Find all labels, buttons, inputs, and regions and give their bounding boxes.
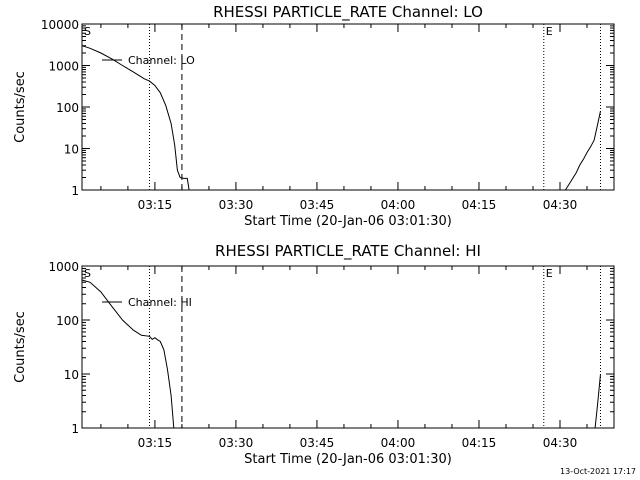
y-axis-label: Counts/sec — [13, 71, 28, 143]
x-tick-label: 04:00 — [381, 198, 416, 212]
legend-label: Channel: LO — [128, 54, 195, 67]
x-tick-label: 04:00 — [381, 436, 416, 450]
series-line — [81, 45, 190, 191]
x-tick-label: 04:15 — [462, 198, 497, 212]
marker-label: E — [546, 25, 553, 38]
x-tick-label: 03:30 — [219, 436, 254, 450]
x-tick-label: 03:15 — [138, 436, 173, 450]
y-tick-label: 10 — [64, 368, 79, 382]
x-tick-label: 03:30 — [219, 198, 254, 212]
series-line — [594, 373, 601, 429]
y-axis-label: Counts/sec — [13, 311, 28, 383]
legend-label: Channel: HI — [128, 296, 192, 309]
y-tick-label: 10 — [64, 143, 79, 157]
chart-panel-hi: RHESSI PARTICLE_RATE Channel: HI 1 10 100 10… — [13, 242, 615, 467]
x-tick-label: 04:15 — [462, 436, 497, 450]
y-tick-label: 1000 — [48, 60, 79, 74]
chart-title: RHESSI PARTICLE_RATE Channel: LO — [213, 3, 483, 22]
series-line — [81, 279, 175, 429]
marker-label: S — [84, 25, 91, 38]
y-tick-label: 100 — [56, 101, 79, 115]
x-axis-label: Start Time (20-Jan-06 03:01:30) — [244, 452, 452, 467]
x-axis-label: Start Time (20-Jan-06 03:01:30) — [244, 214, 452, 229]
chart-title: RHESSI PARTICLE_RATE Channel: HI — [215, 242, 481, 261]
x-tick-label: 04:30 — [543, 198, 578, 212]
y-tick-label: 1 — [71, 184, 79, 198]
x-tick-label: 03:45 — [300, 198, 335, 212]
y-tick-label: 1000 — [48, 260, 79, 274]
marker-label: S — [84, 267, 91, 280]
y-tick-label: 10000 — [41, 18, 79, 32]
series-line — [564, 110, 601, 191]
x-tick-label: 04:30 — [543, 436, 578, 450]
marker-label: E — [546, 267, 553, 280]
x-tick-label: 03:45 — [300, 436, 335, 450]
plot-frame — [81, 23, 615, 191]
y-tick-label: 100 — [56, 314, 79, 328]
footer-timestamp: 13-Oct-2021 17:17 — [560, 467, 636, 476]
y-tick-label: 1 — [71, 422, 79, 436]
plot-frame — [81, 265, 615, 429]
chart-panel-lo: RHESSI PARTICLE_RATE Channel: LO 1 10 100 10… — [13, 3, 615, 229]
x-tick-label: 03:15 — [138, 198, 173, 212]
